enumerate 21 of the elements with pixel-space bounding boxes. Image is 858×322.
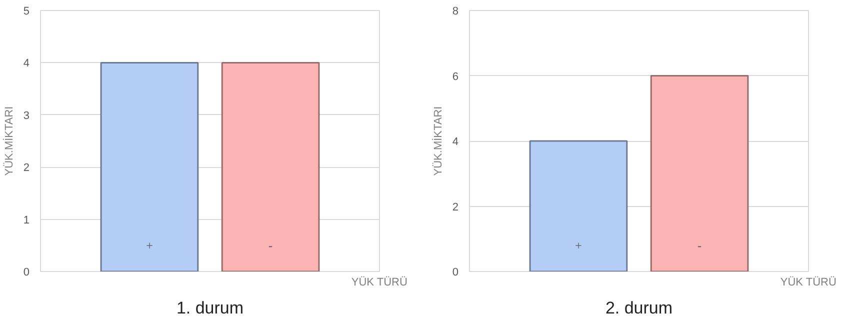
- y-tick-label: 6: [452, 70, 459, 83]
- text: 1. durum: [176, 298, 244, 318]
- x-tick-label: +: [575, 238, 582, 252]
- y-tick-label: 8: [452, 6, 459, 18]
- y-tick-label: 3: [23, 110, 30, 122]
- x-tick-label: +: [146, 238, 154, 252]
- y-tick-label: 5: [23, 6, 30, 18]
- y-tick-label: 4: [23, 58, 30, 70]
- y-tick-label: 4: [452, 136, 459, 148]
- text: 2. durum: [605, 298, 673, 318]
- y-tick-label: 1: [23, 214, 30, 226]
- x-tick-label: -: [698, 238, 702, 252]
- y-tick-label: 2: [23, 162, 30, 174]
- y-tick-label: 0: [23, 266, 30, 278]
- x-tick-label: -: [268, 238, 273, 252]
- y-tick-label: 0: [452, 266, 459, 278]
- x-axis-title: YÜK TÜRÜ: [780, 276, 836, 288]
- y-tick-label: 2: [452, 201, 459, 214]
- y-axis-title: YÜK.MİKTARI: [431, 106, 444, 176]
- x-axis-title: YÜK TÜRÜ: [351, 276, 408, 288]
- y-axis-title: YÜK.MİKTARI: [2, 106, 16, 176]
